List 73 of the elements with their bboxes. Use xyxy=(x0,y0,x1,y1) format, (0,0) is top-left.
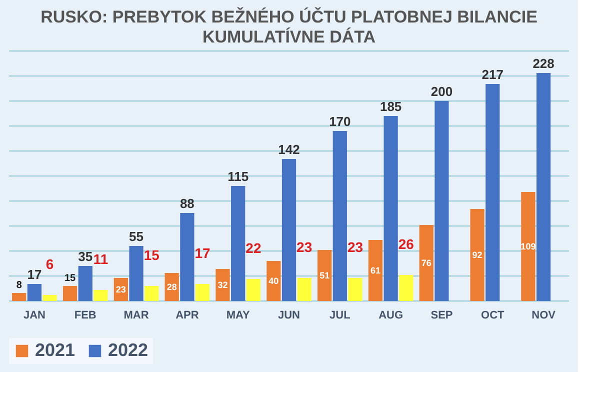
data-label: 115 xyxy=(228,169,249,184)
data-label: 55 xyxy=(129,229,144,244)
bar xyxy=(216,269,230,301)
x-tick-label: NOV xyxy=(532,310,556,322)
bar xyxy=(536,73,551,301)
data-label: 17 xyxy=(27,267,42,282)
data-label: 35 xyxy=(78,249,93,264)
bar xyxy=(348,278,362,301)
data-label: 142 xyxy=(278,142,300,157)
chart-subtitle: KUMULATÍVNE DÁTA xyxy=(202,26,376,46)
bar xyxy=(297,278,312,301)
x-tick-label: FEB xyxy=(74,310,96,322)
bar xyxy=(12,293,26,301)
data-label: 61 xyxy=(370,266,380,276)
bar xyxy=(318,250,332,301)
bar xyxy=(399,275,414,301)
bar xyxy=(78,266,92,301)
data-label: 15 xyxy=(144,247,160,263)
bar xyxy=(94,290,108,301)
bar xyxy=(195,284,210,301)
x-tick-label: MAY xyxy=(226,310,250,322)
x-tick-label: JAN xyxy=(23,310,46,322)
data-label: 28 xyxy=(166,282,177,292)
data-label: 8 xyxy=(16,280,22,291)
x-tick-label: JUN xyxy=(278,310,300,322)
data-label: 22 xyxy=(246,240,262,256)
bar xyxy=(231,186,246,301)
x-tick-label: SEP xyxy=(430,310,453,322)
data-label: 185 xyxy=(380,99,402,114)
data-label: 228 xyxy=(532,56,554,71)
legend-label: 2021 xyxy=(35,340,76,360)
data-label: 51 xyxy=(320,270,330,280)
data-label: 92 xyxy=(472,250,482,260)
bar xyxy=(246,279,260,301)
bar xyxy=(62,286,78,301)
bar xyxy=(521,192,536,301)
data-label: 11 xyxy=(93,251,108,267)
data-label: 23 xyxy=(347,239,364,255)
data-label: 32 xyxy=(218,280,228,290)
data-label: 17 xyxy=(194,245,211,261)
data-label: 26 xyxy=(398,236,414,252)
x-tick-label: MAR xyxy=(124,310,149,322)
bar xyxy=(384,116,398,301)
data-label: 200 xyxy=(430,84,453,99)
bar xyxy=(368,240,383,301)
bar xyxy=(180,213,194,301)
data-label: 109 xyxy=(520,242,536,252)
bar xyxy=(144,286,159,301)
x-tick-label: JUL xyxy=(330,310,351,322)
chart-title: RUSKO: PREBYTOK BEŽNÉHO ÚČTU PLATOBNEJ BILANCIE xyxy=(40,6,538,26)
data-label: 23 xyxy=(296,239,312,255)
data-label: 23 xyxy=(116,284,126,294)
x-tick-label: OCT xyxy=(481,310,505,322)
bar xyxy=(419,225,434,301)
x-tick-label: APR xyxy=(176,310,199,322)
data-label: 6 xyxy=(46,256,54,272)
data-label: 76 xyxy=(421,258,432,268)
legend-label: 2022 xyxy=(108,340,148,360)
bar xyxy=(282,159,296,301)
x-tick-label: AUG xyxy=(378,310,404,322)
bar xyxy=(27,284,42,301)
data-label: 217 xyxy=(482,67,504,82)
data-label: 170 xyxy=(329,114,351,129)
bar xyxy=(42,295,57,301)
data-label: 15 xyxy=(64,273,76,284)
bar xyxy=(266,261,281,301)
bar xyxy=(470,209,484,301)
bar xyxy=(486,84,500,301)
data-label: 40 xyxy=(268,276,279,286)
bar xyxy=(434,101,449,301)
data-label: 88 xyxy=(180,196,194,211)
bar xyxy=(332,131,347,301)
bar xyxy=(129,246,144,301)
